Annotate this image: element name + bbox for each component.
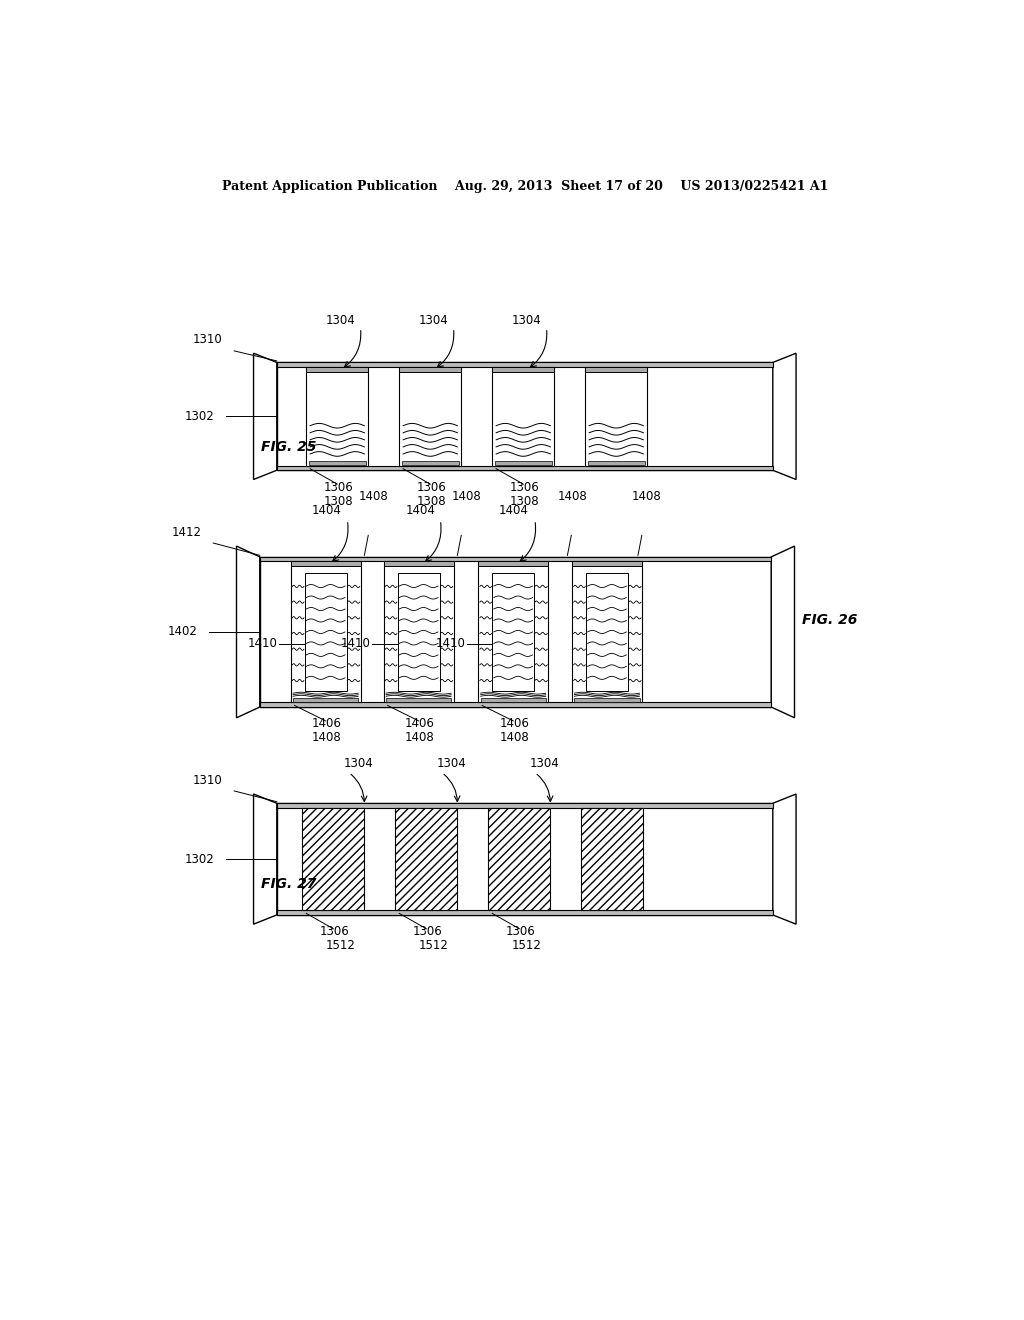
Bar	[306, 367, 369, 466]
Bar	[399, 367, 461, 466]
Text: 1304: 1304	[326, 314, 355, 326]
Text: Patent Application Publication    Aug. 29, 2013  Sheet 17 of 20    US 2013/02254: Patent Application Publication Aug. 29, …	[221, 181, 828, 194]
Bar	[397, 573, 439, 690]
Text: 1512: 1512	[326, 940, 355, 952]
Bar	[276, 804, 773, 808]
Bar	[572, 561, 642, 702]
Text: 1308: 1308	[509, 495, 539, 508]
Text: 1304: 1304	[419, 314, 449, 326]
Text: 1408: 1408	[500, 731, 529, 744]
Text: 1310: 1310	[193, 774, 222, 787]
Bar	[302, 808, 365, 911]
Text: 1408: 1408	[358, 490, 388, 503]
Text: 1410: 1410	[341, 638, 371, 651]
Text: 1410: 1410	[435, 638, 465, 651]
Text: FIG. 25: FIG. 25	[261, 440, 316, 454]
Bar	[305, 573, 346, 690]
Bar	[386, 698, 452, 702]
Text: 1306: 1306	[319, 925, 349, 939]
Polygon shape	[773, 354, 796, 479]
Bar	[395, 808, 458, 911]
Text: 1306: 1306	[509, 480, 539, 494]
Bar	[401, 461, 459, 465]
Text: 1306: 1306	[324, 480, 353, 494]
Text: 1412: 1412	[172, 525, 202, 539]
Text: 1408: 1408	[311, 731, 341, 744]
Bar	[276, 804, 773, 915]
Text: FIG. 27: FIG. 27	[261, 876, 316, 891]
Bar	[493, 367, 554, 372]
Bar	[488, 808, 550, 911]
Bar	[574, 698, 640, 702]
Polygon shape	[254, 354, 276, 479]
Bar	[308, 461, 366, 465]
Bar	[260, 557, 771, 708]
Text: 1406: 1406	[500, 718, 529, 730]
Polygon shape	[773, 795, 796, 924]
Bar	[480, 698, 546, 702]
Polygon shape	[254, 795, 276, 924]
Bar	[276, 363, 773, 470]
Bar	[260, 557, 771, 561]
Text: 1404: 1404	[406, 504, 435, 517]
Text: 1306: 1306	[413, 925, 442, 939]
Text: 1304: 1304	[512, 314, 542, 326]
Text: 1306: 1306	[417, 480, 446, 494]
Polygon shape	[771, 546, 795, 718]
Bar	[384, 561, 454, 566]
Bar	[291, 561, 360, 566]
Bar	[306, 367, 369, 372]
Text: 1404: 1404	[499, 504, 528, 517]
Text: 1308: 1308	[324, 495, 353, 508]
Text: 1402: 1402	[168, 626, 198, 639]
Bar	[276, 911, 773, 915]
Text: 1408: 1408	[632, 490, 662, 503]
Text: 1304: 1304	[529, 756, 559, 770]
Text: FIG. 26: FIG. 26	[802, 614, 858, 627]
Text: 1406: 1406	[311, 718, 342, 730]
Bar	[399, 367, 461, 372]
Bar	[586, 573, 628, 690]
Text: 1410: 1410	[248, 638, 278, 651]
Bar	[588, 461, 645, 465]
Bar	[478, 561, 548, 566]
Text: 1306: 1306	[506, 925, 536, 939]
Bar	[495, 461, 552, 465]
Bar	[493, 367, 554, 466]
Bar	[291, 561, 360, 702]
Bar	[276, 466, 773, 470]
Text: 1406: 1406	[404, 718, 434, 730]
Text: 1512: 1512	[419, 940, 449, 952]
Bar	[493, 573, 535, 690]
Bar	[586, 367, 647, 466]
Text: 1408: 1408	[558, 490, 588, 503]
Bar	[260, 702, 771, 708]
Bar	[384, 561, 454, 702]
Text: 1304: 1304	[436, 756, 466, 770]
Text: 1302: 1302	[185, 853, 215, 866]
Text: 1408: 1408	[452, 490, 481, 503]
Bar	[572, 561, 642, 566]
Bar	[478, 561, 548, 702]
Bar	[582, 808, 643, 911]
Polygon shape	[237, 546, 260, 718]
Text: 1404: 1404	[311, 504, 342, 517]
Text: 1408: 1408	[404, 731, 434, 744]
Text: 1304: 1304	[343, 756, 373, 770]
Bar	[586, 367, 647, 372]
Text: 1512: 1512	[512, 940, 542, 952]
Text: 1302: 1302	[185, 409, 215, 422]
Text: 1308: 1308	[417, 495, 445, 508]
Bar	[276, 363, 773, 367]
Text: 1310: 1310	[193, 333, 222, 346]
Bar	[293, 698, 358, 702]
